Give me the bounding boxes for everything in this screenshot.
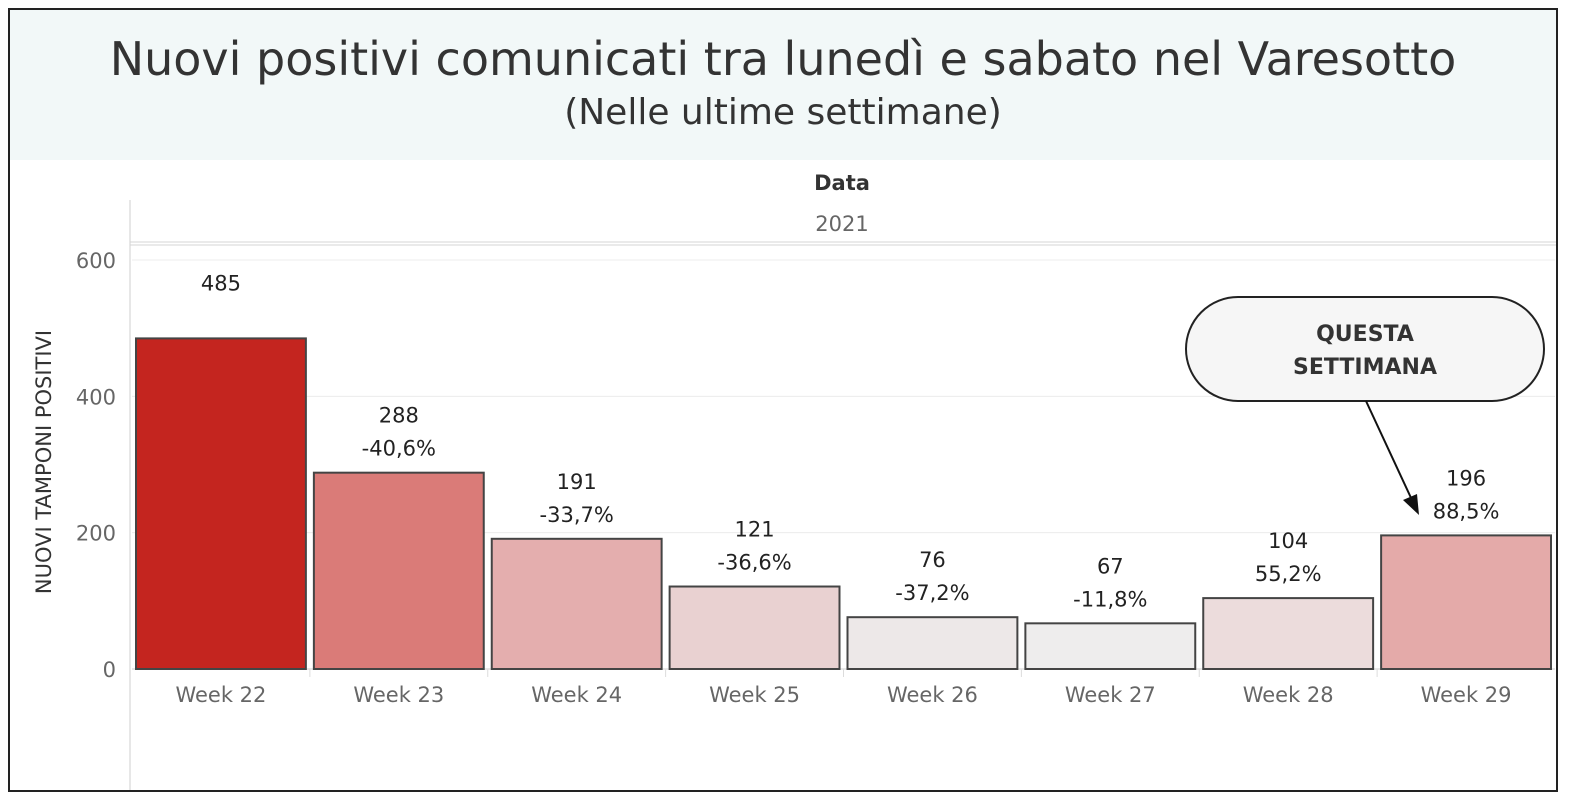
x-tick-label: Week 23 (353, 683, 444, 707)
data-label-change: -40,6% (362, 437, 436, 461)
bar (312, 471, 485, 670)
callout-arrow-line (1365, 400, 1413, 501)
bar-chart: Data 2021 NUOVI TAMPONI POSITIVI 0 200 400… (32, 171, 1556, 790)
chart-title: Nuovi positivi comunicati tra lunedì e s… (109, 32, 1457, 86)
bar (668, 585, 841, 670)
chart-header: Nuovi positivi comunicati tra lunedì e s… (10, 10, 1556, 160)
x-tick-label: Week 28 (1243, 683, 1334, 707)
x-tick-label: Week 24 (531, 683, 622, 707)
data-label-value: 67 (1097, 554, 1124, 578)
data-label-value: 104 (1268, 529, 1308, 553)
data-label-change: 55,2% (1255, 562, 1322, 586)
bars (135, 337, 1552, 671)
column-header-field: Data (814, 171, 870, 195)
bar (490, 537, 663, 671)
data-label-change: -37,2% (895, 581, 969, 605)
data-label-value: 485 (201, 271, 241, 295)
y-tick-label: 0 (103, 658, 116, 682)
x-tick-label: Week 27 (1065, 683, 1156, 707)
data-labels: 485 288 -40,6% 191 -33,7% 121 -36,6% 76 -37,2% 67… (201, 271, 1500, 611)
bar (1202, 597, 1375, 671)
y-tick-labels: 0 200 400 600 (76, 249, 116, 682)
bar (846, 616, 1019, 671)
data-label-change: -33,7% (540, 503, 614, 527)
chart-frame: Nuovi positivi comunicati tra lunedì e s… (8, 8, 1558, 792)
callout: QUESTA SETTIMANA (1185, 296, 1545, 515)
data-label-change: -11,8% (1073, 587, 1147, 611)
chart-subtitle: (Nelle ultime settimane) (564, 92, 1002, 133)
column-header-year: 2021 (815, 212, 868, 236)
x-tick-label: Week 25 (709, 683, 800, 707)
y-tick-label: 200 (76, 522, 116, 546)
data-label-value: 121 (735, 518, 775, 542)
x-tick-label: Week 22 (175, 683, 266, 707)
bar (1024, 622, 1197, 670)
data-label-value: 196 (1446, 466, 1486, 490)
bar (1380, 534, 1552, 670)
x-tick-labels: Week 22 Week 23 Week 24 Week 25 Week 26 Week … (175, 683, 1511, 707)
y-tick-label: 400 (76, 385, 116, 409)
y-axis-title: NUOVI TAMPONI POSITIVI (32, 330, 56, 594)
x-tick-label: Week 29 (1421, 683, 1512, 707)
callout-text-line2: SETTIMANA (1293, 355, 1437, 380)
callout-text-line1: QUESTA (1316, 322, 1414, 347)
data-label-value: 288 (379, 404, 419, 428)
callout-box (1185, 296, 1545, 402)
bar (135, 337, 307, 670)
data-label-value: 191 (557, 470, 597, 494)
y-tick-label: 600 (76, 249, 116, 273)
callout-arrowhead (1403, 494, 1419, 515)
data-label-value: 76 (919, 548, 946, 572)
x-tick-label: Week 26 (887, 683, 978, 707)
data-label-change: 88,5% (1433, 499, 1500, 523)
data-label-change: -36,6% (717, 551, 791, 575)
